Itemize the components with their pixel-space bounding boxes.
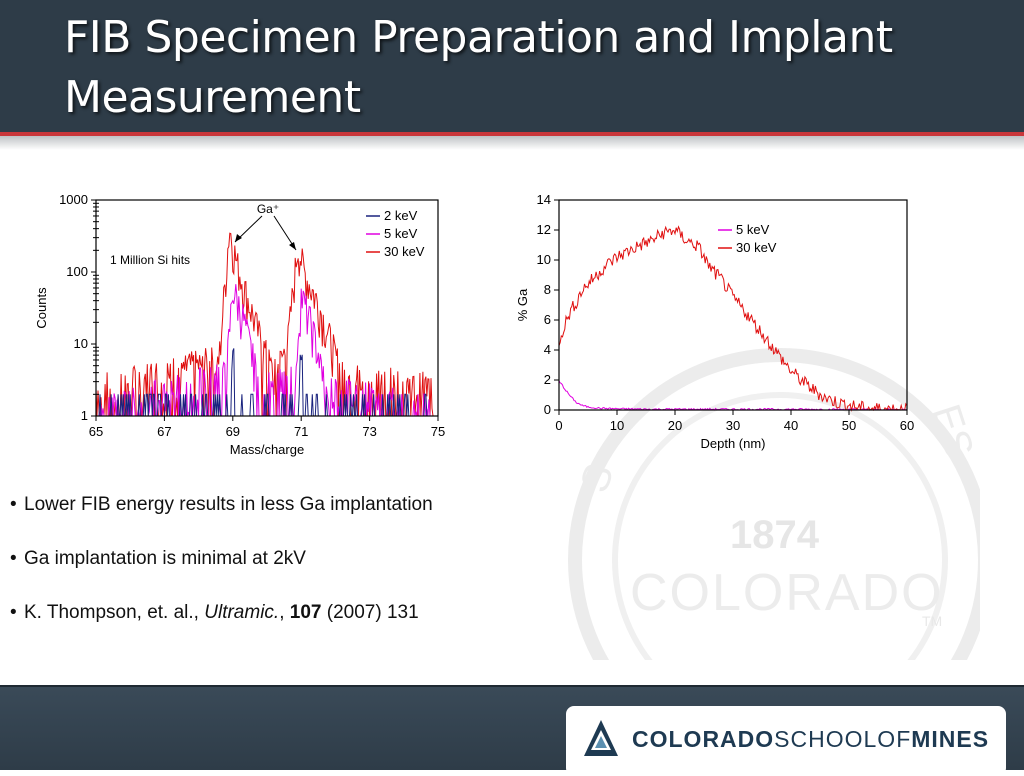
y-tick-label: 0: [544, 402, 551, 417]
bullet-item: • Ga implantation is minimal at 2kV: [10, 548, 306, 569]
plot-frame: [95, 199, 439, 417]
citation-separator: ,: [279, 602, 290, 623]
y-tick-label: 14: [537, 192, 551, 207]
series-line-5-kev: [558, 380, 908, 411]
x-tick-label: 67: [157, 424, 171, 439]
school-seal-watermark: S ES 1874 COLORADO TM: [568, 348, 980, 660]
header-shadow: [0, 136, 1024, 150]
citation-year-page: (2007) 131: [321, 602, 419, 623]
citation-authors: K. Thompson, et. al.,: [24, 602, 205, 623]
school-logo: COLORADOSCHOOLOFMINES: [566, 706, 1006, 776]
y-tick-label: 2: [544, 372, 551, 387]
x-tick-label: 65: [89, 424, 103, 439]
y-tick-label: 100: [66, 264, 88, 279]
y-tick-label: 12: [537, 222, 551, 237]
x-tick-label: 20: [668, 418, 682, 433]
citation-volume: 107: [289, 602, 322, 623]
y-tick-label: 1000: [59, 192, 88, 207]
y-axis-label: Counts: [34, 287, 49, 329]
y-tick-label: 6: [544, 312, 551, 327]
chart-mass-spectrum: 65 67 69 71 73 75 1 10 100 1000 Mass/charge Counts 2…: [30, 186, 460, 481]
logo-word-schoolof: SCHOOLOF: [774, 726, 912, 752]
annotation-arrowhead-69: [235, 234, 242, 242]
mines-mountain-icon: [584, 720, 618, 756]
y-axis-label: % Ga: [515, 288, 530, 321]
logo-wordmark: COLORADOSCHOOLOFMINES: [632, 726, 989, 753]
annotation-si-hits: 1 Million Si hits: [110, 253, 190, 267]
chart-ga-depth-profile: 0 10 20 30 40 50 60 0 2 4 6 8 10 12 14 Depth (nm) % Ga 5 …: [512, 192, 932, 467]
bullet-item-citation: • K. Thompson, et. al., Ultramic., 107 (2…: [10, 602, 419, 623]
x-tick-label: 10: [610, 418, 624, 433]
watermark-tm: TM: [922, 613, 942, 629]
legend-entry: 30 keV: [736, 240, 777, 255]
x-axis-label: Depth (nm): [700, 436, 765, 451]
legend-entry: 5 keV: [736, 222, 770, 237]
y-tick-label: 4: [544, 342, 551, 357]
series-line-30-kev: [558, 225, 908, 412]
bullet-item: • Lower FIB energy results in less Ga imp…: [10, 494, 433, 515]
y-tick-label: 10: [74, 336, 88, 351]
annotation-ga-ion: Ga⁺: [257, 202, 279, 216]
y-tick-label: 1: [81, 408, 88, 423]
x-tick-label: 75: [431, 424, 445, 439]
y-tick-label: 10: [537, 252, 551, 267]
legend-entry: 2 keV: [384, 208, 418, 223]
legend-entry: 5 keV: [384, 226, 418, 241]
x-tick-label: 30: [726, 418, 740, 433]
chart-mass-spectrum-svg: 65 67 69 71 73 75 1 10 100 1000 Mass/charge Counts 2…: [34, 192, 445, 457]
logo-word-colorado: COLORADO: [632, 726, 775, 752]
plot-frame: [558, 199, 908, 411]
chart-ga-depth-profile-svg: 0 10 20 30 40 50 60 0 2 4 6 8 10 12 14 Depth (nm) % Ga 5 …: [515, 192, 914, 451]
x-tick-label: 40: [784, 418, 798, 433]
bullet-text: Ga implantation is minimal at 2kV: [24, 548, 306, 569]
x-tick-label: 50: [842, 418, 856, 433]
watermark-word: COLORADO: [630, 564, 944, 622]
header-accent-rule: [0, 132, 1024, 136]
x-axis-label: Mass/charge: [230, 442, 304, 457]
citation-journal: Ultramic.: [204, 602, 280, 623]
x-tick-label: 60: [900, 418, 914, 433]
legend-entry: 30 keV: [384, 244, 425, 259]
annotation-arrowhead-71: [289, 242, 296, 250]
bullet-list: • Lower FIB energy results in less Ga imp…: [10, 492, 570, 654]
x-tick-label: 71: [294, 424, 308, 439]
bullet-text: Lower FIB energy results in less Ga impl…: [24, 494, 433, 515]
x-tick-label: 73: [362, 424, 376, 439]
watermark-year: 1874: [730, 513, 820, 557]
x-tick-label: 0: [555, 418, 562, 433]
slide-header: FIB Specimen Preparation and Implant Mea…: [0, 0, 1024, 132]
x-tick-label: 69: [226, 424, 240, 439]
logo-word-mines: MINES: [911, 726, 990, 752]
y-tick-label: 8: [544, 282, 551, 297]
slide-title: FIB Specimen Preparation and Implant Mea…: [64, 12, 893, 123]
